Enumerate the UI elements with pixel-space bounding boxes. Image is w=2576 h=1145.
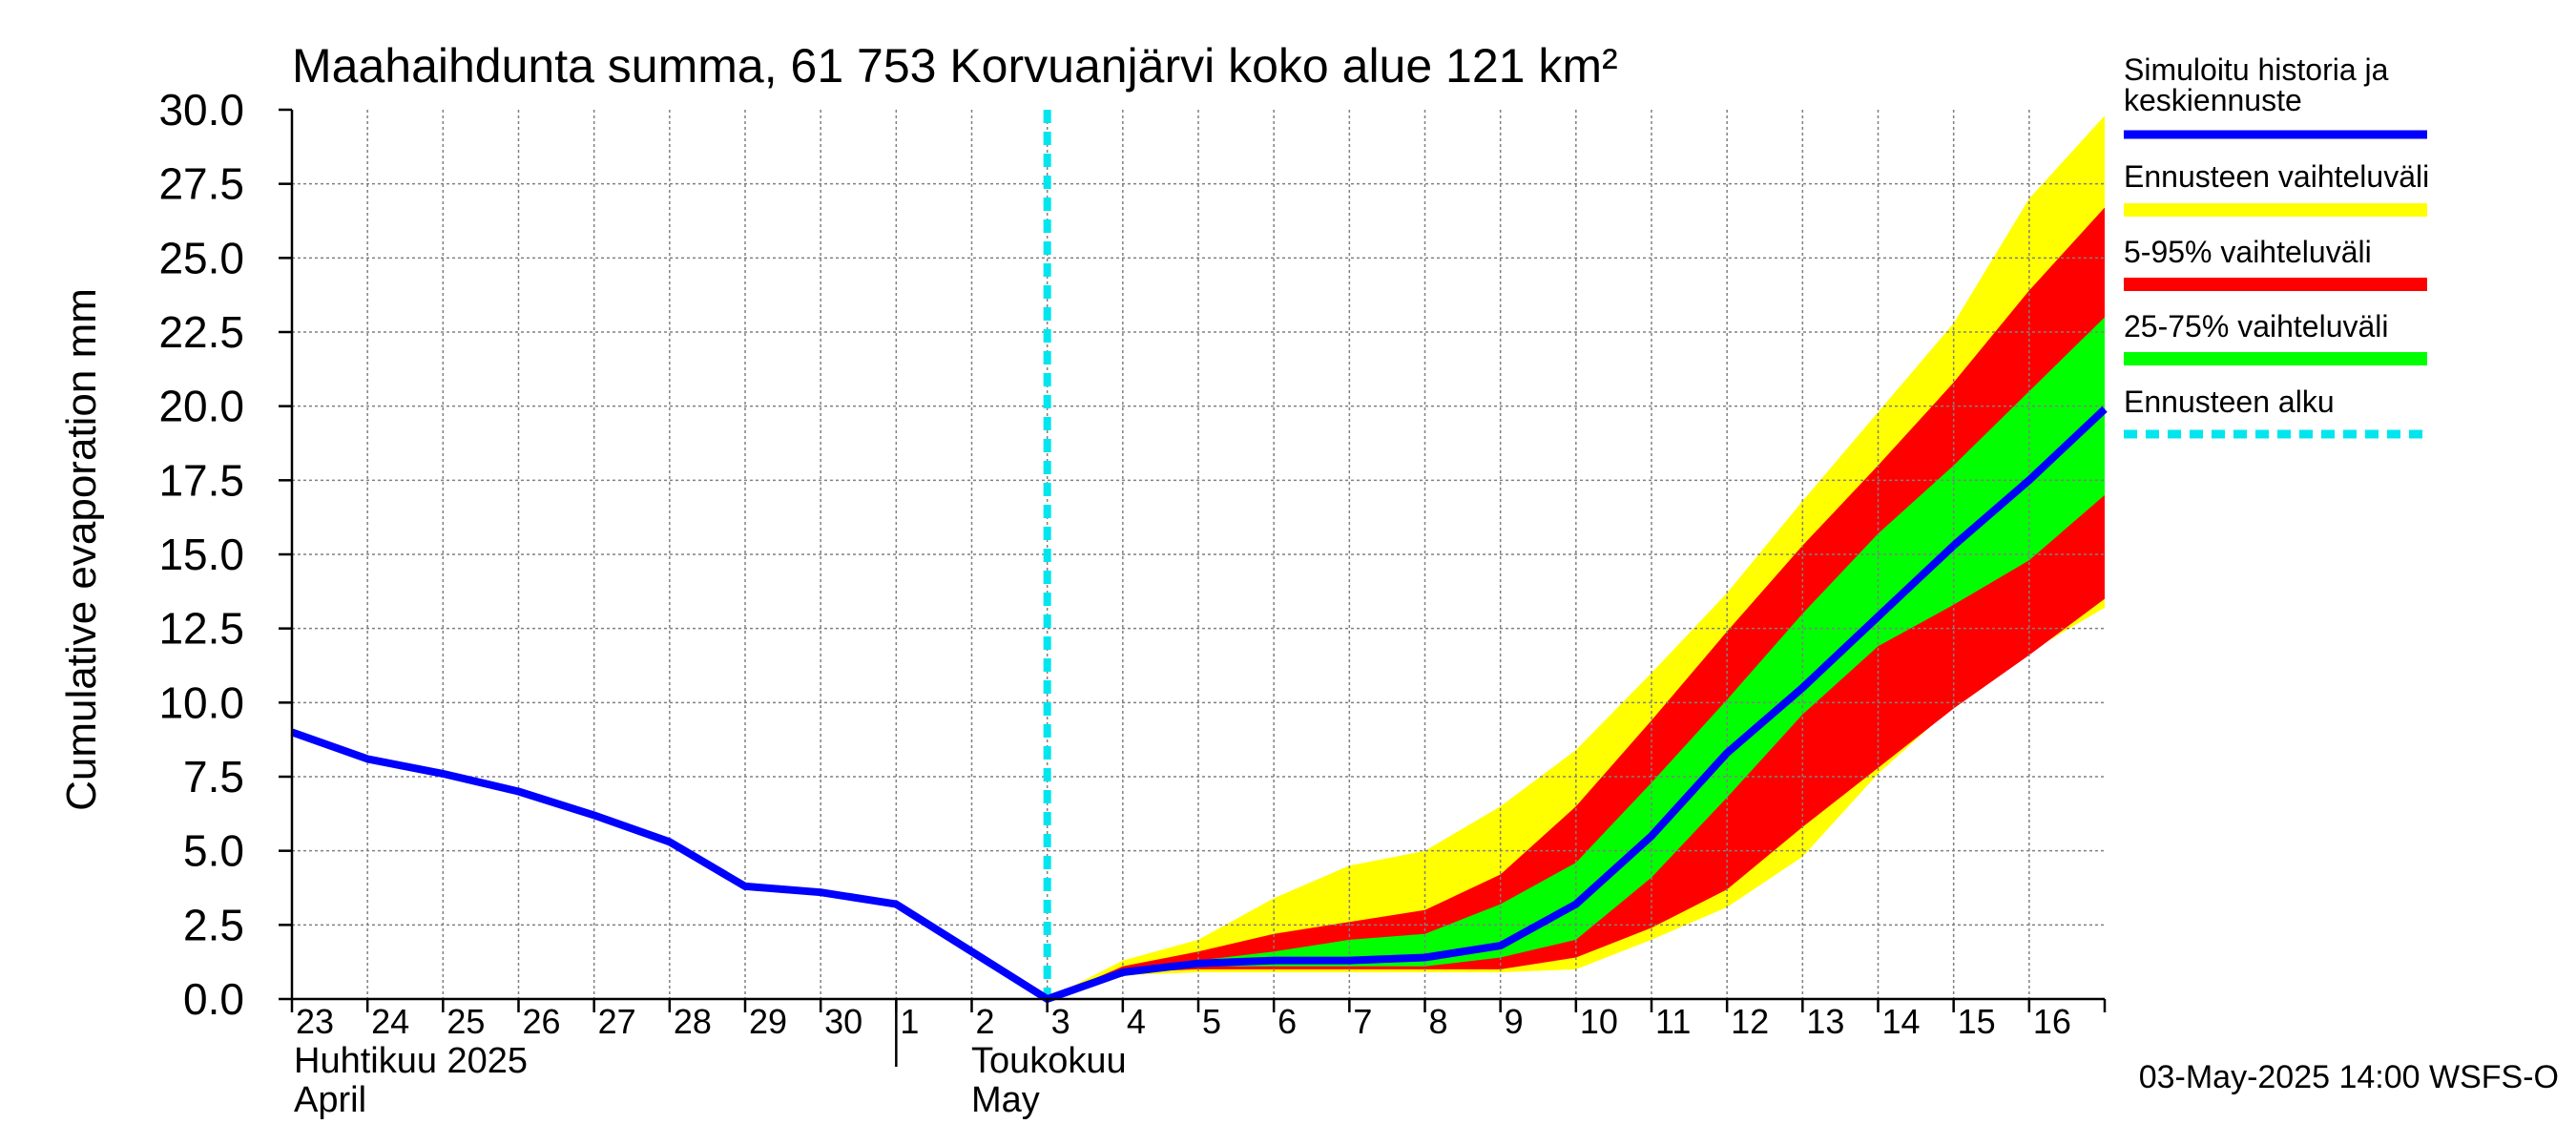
y-tick-label-12: 30.0	[158, 85, 244, 135]
band-2	[1047, 317, 2105, 999]
y-axis-label: Cumulative evaporation mm	[58, 288, 105, 811]
x-tick-label-0: 23	[296, 1002, 334, 1041]
series-point-0-3	[518, 791, 519, 792]
series-point-0-23	[2028, 479, 2030, 481]
x-tick-label-21: 14	[1882, 1002, 1921, 1041]
legend-label-4: Ennusteen alku	[2124, 385, 2335, 419]
y-tick-label-4: 10.0	[158, 677, 244, 727]
series-point-0-1	[366, 758, 368, 760]
y-tick-label-1: 2.5	[183, 900, 244, 949]
series-point-0-9	[971, 950, 972, 952]
x-tick-label-3: 26	[523, 1002, 561, 1041]
x-tick-label-5: 28	[674, 1002, 712, 1041]
footer-timestamp: 03-May-2025 14:00 WSFS-O	[2139, 1059, 2559, 1095]
x-tick-label-7: 30	[824, 1002, 862, 1041]
x-tick-label-8: 1	[900, 1002, 919, 1041]
x-tick-label-12: 5	[1202, 1002, 1221, 1041]
y-tick-label-0: 0.0	[183, 974, 244, 1024]
chart-title: Maahaihdunta summa, 61 753 Korvuanjärvi …	[292, 39, 1618, 93]
x-tick-label-23: 16	[2033, 1002, 2071, 1041]
y-tick-label-9: 22.5	[158, 307, 244, 357]
x-tick-label-1: 24	[371, 1002, 409, 1041]
legend-label-0-line2: keskiennuste	[2124, 83, 2302, 117]
series-point-0-17	[1575, 904, 1577, 906]
series-point-0-5	[669, 841, 671, 843]
legend-label-1: Ennusteen vaihteluväli	[2124, 159, 2429, 194]
grid-lines	[292, 110, 2105, 999]
series-point-0-19	[1726, 752, 1728, 754]
series-point-0-13	[1273, 960, 1275, 962]
x-tick-label-16: 9	[1505, 1002, 1524, 1041]
series-point-0-22	[1953, 545, 1955, 547]
x-tick-label-19: 12	[1731, 1002, 1769, 1041]
chart-texts: Maahaihdunta summa, 61 753 Korvuanjärvi …	[58, 39, 2559, 1120]
y-tick-label-2: 5.0	[183, 826, 244, 876]
y-tick-label-10: 25.0	[158, 233, 244, 282]
x-tick-label-20: 13	[1806, 1002, 1844, 1041]
x-tick-label-13: 6	[1278, 1002, 1297, 1041]
month-label-april-en: April	[294, 1080, 366, 1120]
y-tick-label-7: 17.5	[158, 455, 244, 505]
axes: 0.0 2.5 5.0 7.5 10.0 12.5 15.0 17.5 20.0 22.5 25.0…	[158, 85, 2107, 1067]
x-tick-label-6: 29	[749, 1002, 787, 1041]
series-point-0-16	[1500, 945, 1502, 947]
legend-label-0-line1: Simuloitu historia ja	[2124, 52, 2389, 87]
y-tick-label-8: 20.0	[158, 382, 244, 431]
series-point-0-20	[1801, 687, 1803, 689]
y-tick-label-6: 15.0	[158, 530, 244, 579]
series-point-0-24	[2104, 408, 2106, 410]
series-point-0-21	[1878, 615, 1879, 617]
y-tick-label-5: 12.5	[158, 604, 244, 654]
x-tick-label-9: 2	[976, 1002, 995, 1041]
month-label-may-fi: Toukokuu	[971, 1041, 1127, 1081]
y-tick-label-11: 27.5	[158, 159, 244, 209]
series-point-0-2	[442, 773, 444, 775]
x-tick-label-11: 4	[1127, 1002, 1146, 1041]
y-tick-label-3: 7.5	[183, 752, 244, 802]
x-tick-label-18: 11	[1655, 1002, 1691, 1041]
series-point-0-4	[593, 814, 595, 816]
legend-label-2: 5-95% vaihteluväli	[2124, 235, 2372, 269]
series-point-0-8	[895, 904, 897, 906]
series-point-0-14	[1348, 960, 1350, 962]
month-label-april-fi: Huhtikuu 2025	[294, 1041, 528, 1081]
month-label-may-en: May	[971, 1080, 1040, 1120]
legend-label-3: 25-75% vaihteluväli	[2124, 309, 2389, 344]
series-point-0-11	[1122, 971, 1124, 973]
series-point-0-12	[1197, 963, 1199, 965]
series-point-0-6	[744, 885, 746, 887]
series-point-0-15	[1424, 957, 1425, 958]
x-tick-label-10: 3	[1051, 1002, 1070, 1041]
x-tick-label-4: 27	[598, 1002, 636, 1041]
x-tick-label-14: 7	[1353, 1002, 1372, 1041]
x-tick-label-15: 8	[1429, 1002, 1448, 1041]
x-tick-label-2: 25	[447, 1002, 485, 1041]
x-tick-label-17: 10	[1580, 1002, 1618, 1041]
series-lines	[290, 110, 2108, 1003]
x-tick-label-22: 15	[1958, 1002, 1996, 1041]
